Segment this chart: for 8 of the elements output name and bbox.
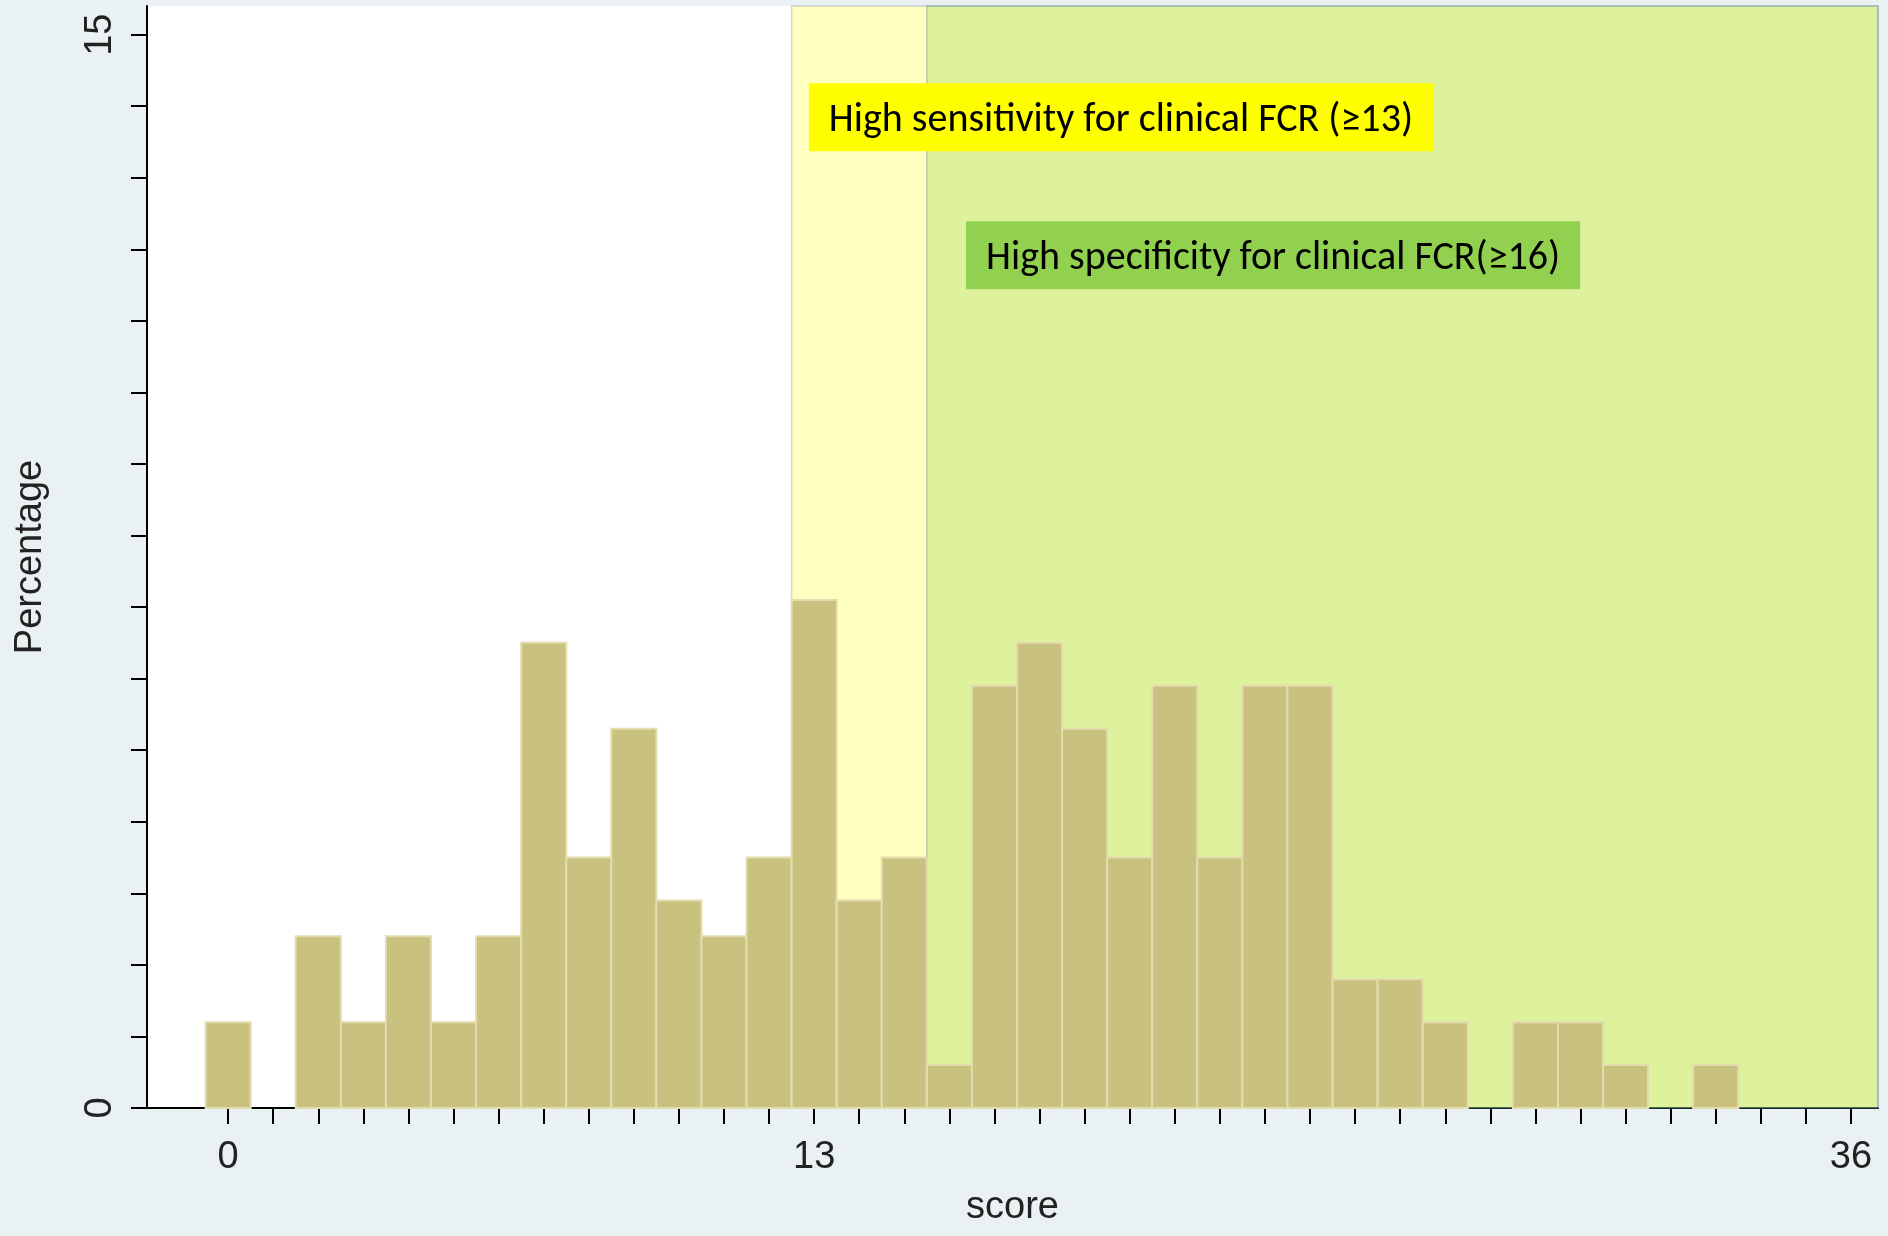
y-tick-label: 15 [77,13,119,56]
x-axis-title: score [966,1184,1059,1226]
x-tick-label: 13 [793,1134,836,1176]
y-axis-title: Percentage [7,459,49,655]
x-tick-label: 36 [1829,1134,1873,1176]
band-label: High specificity for clinical FCR(≥16) [986,230,1561,280]
x-tick-label: 0 [217,1134,239,1176]
band-label: High sensitivity for clinical FCR (≥13) [828,92,1414,142]
